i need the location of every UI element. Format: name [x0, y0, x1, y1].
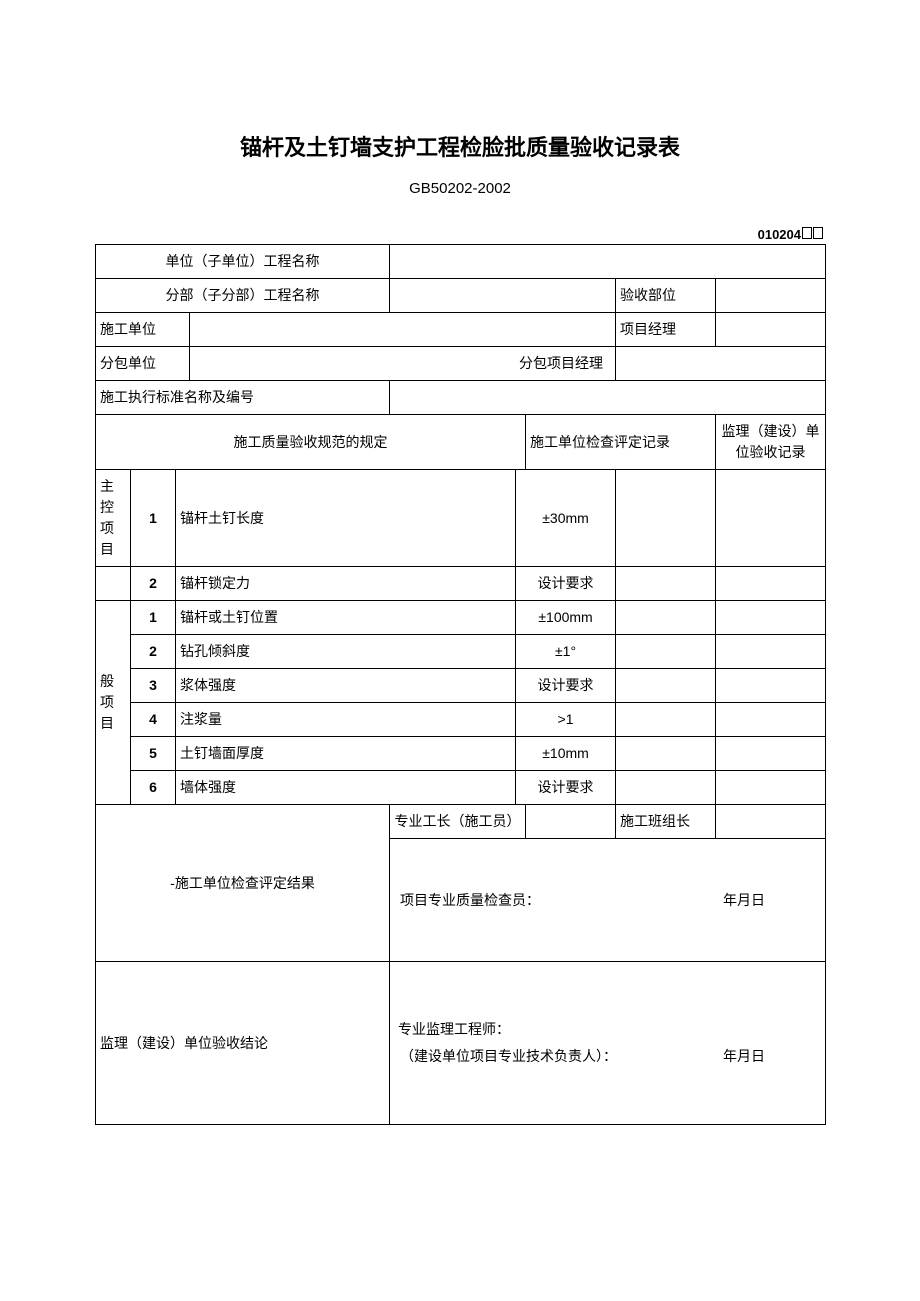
item-no: 4 [131, 703, 176, 737]
table-row: -施工单位检查评定结果 专业工长（施工员） 施工班组长 [96, 805, 826, 839]
table-row: 般 项目 1 锚杆或土钉位置 ±100mm [96, 601, 826, 635]
header-supervision-record: 监理（建设）单位验收记录 [716, 415, 826, 470]
table-row: 分包单位 分包项目经理 [96, 347, 826, 381]
field-supervision[interactable] [716, 567, 826, 601]
item-requirement: ±30mm [516, 470, 616, 567]
label-standard: 施工执行标准名称及编号 [96, 381, 390, 415]
group-general: 般 项目 [96, 601, 131, 805]
table-row: 施工单位 项目经理 [96, 313, 826, 347]
table-row: 6 墙体强度 设计要求 [96, 771, 826, 805]
item-no: 6 [131, 771, 176, 805]
header-spec: 施工质量验收规范的规定 [96, 415, 526, 470]
field-check[interactable] [616, 601, 716, 635]
item-requirement: >1 [516, 703, 616, 737]
label-sub-pm: 分包项目经理 [194, 353, 611, 374]
field-standard[interactable] [390, 381, 826, 415]
field-check[interactable] [616, 737, 716, 771]
item-name: 浆体强度 [176, 669, 516, 703]
label-unit-project: 单位（子单位）工程名称 [96, 245, 390, 279]
table-row: 主 控项目 1 锚杆土钉长度 ±30mm [96, 470, 826, 567]
label-supervision-conclusion: 监理（建设）单位验收结论 [96, 962, 390, 1125]
item-no: 3 [131, 669, 176, 703]
field-sub-pm[interactable] [616, 347, 826, 381]
label-foreman: 专业工长（施工员） [390, 805, 526, 839]
label-qc: 项目专业质量检查员： [400, 890, 540, 911]
item-requirement: ±10mm [516, 737, 616, 771]
page-subtitle: GB50202-2002 [95, 180, 825, 197]
label-sub-project: 分部（子分部）工程名称 [96, 279, 390, 313]
field-supervision[interactable] [716, 703, 826, 737]
table-row: 5 土钉墙面厚度 ±10mm [96, 737, 826, 771]
item-name: 钻孔倾斜度 [176, 635, 516, 669]
field-check[interactable] [616, 771, 716, 805]
field-supervision-conclusion[interactable]: 专业监理工程师： （建设单位项目专业技术负责人）： 年月日 [390, 962, 826, 1125]
label-pm: 项目经理 [616, 313, 716, 347]
item-no: 2 [131, 635, 176, 669]
field-supervision[interactable] [716, 601, 826, 635]
group-main-control: 主 控项目 [96, 470, 131, 567]
field-subcontractor[interactable]: 分包项目经理 [190, 347, 616, 381]
field-unit-project[interactable] [390, 245, 826, 279]
table-row: 2 钻孔倾斜度 ±1° [96, 635, 826, 669]
label-owner-tech: （建设单位项目专业技术负责人）： [400, 1046, 617, 1067]
item-requirement: 设计要求 [516, 771, 616, 805]
item-name: 锚杆锁定力 [176, 567, 516, 601]
field-sub-project[interactable] [390, 279, 616, 313]
code-number: 010204 [758, 227, 801, 242]
item-name: 注浆量 [176, 703, 516, 737]
table-row: 3 浆体强度 设计要求 [96, 669, 826, 703]
label-engineer: 专业监理工程师： [394, 1019, 821, 1040]
form-code: 010204 [95, 227, 825, 242]
checkbox-icon [813, 227, 823, 239]
label-date: 年月日 [723, 1046, 815, 1067]
table-row: 施工质量验收规范的规定 施工单位检查评定记录 监理（建设）单位验收记录 [96, 415, 826, 470]
field-check[interactable] [616, 635, 716, 669]
table-row: 2 锚杆锁定力 设计要求 [96, 567, 826, 601]
label-acceptance-part: 验收部位 [616, 279, 716, 313]
field-pm[interactable] [716, 313, 826, 347]
field-check[interactable] [616, 567, 716, 601]
group-empty [96, 567, 131, 601]
field-acceptance-part[interactable] [716, 279, 826, 313]
document-page: 锚杆及土钉墙支护工程检脸批质量验收记录表 GB50202-2002 010204… [0, 0, 920, 1205]
field-check[interactable] [616, 703, 716, 737]
item-no: 2 [131, 567, 176, 601]
item-requirement: 设计要求 [516, 567, 616, 601]
item-no: 5 [131, 737, 176, 771]
field-check[interactable] [616, 669, 716, 703]
field-contractor[interactable] [190, 313, 616, 347]
table-row: 监理（建设）单位验收结论 专业监理工程师： （建设单位项目专业技术负责人）： 年… [96, 962, 826, 1125]
field-team-leader[interactable] [716, 805, 826, 839]
item-name: 土钉墙面厚度 [176, 737, 516, 771]
field-supervision[interactable] [716, 771, 826, 805]
inspection-table: 单位（子单位）工程名称 分部（子分部）工程名称 验收部位 施工单位 项目经理 分… [95, 244, 826, 1125]
label-subcontractor: 分包单位 [96, 347, 190, 381]
label-contractor: 施工单位 [96, 313, 190, 347]
label-date: 年月日 [723, 890, 815, 911]
item-requirement: ±100mm [516, 601, 616, 635]
field-result[interactable]: 项目专业质量检查员： 年月日 [390, 839, 826, 962]
field-supervision[interactable] [716, 737, 826, 771]
label-team-leader: 施工班组长 [616, 805, 716, 839]
field-check[interactable] [616, 470, 716, 567]
item-requirement: 设计要求 [516, 669, 616, 703]
table-row: 单位（子单位）工程名称 [96, 245, 826, 279]
item-name: 锚杆或土钉位置 [176, 601, 516, 635]
item-name: 锚杆土钉长度 [176, 470, 516, 567]
item-requirement: ±1° [516, 635, 616, 669]
table-row: 分部（子分部）工程名称 验收部位 [96, 279, 826, 313]
table-row: 4 注浆量 >1 [96, 703, 826, 737]
item-name: 墙体强度 [176, 771, 516, 805]
field-supervision[interactable] [716, 470, 826, 567]
page-title: 锚杆及土钉墙支护工程检脸批质量验收记录表 [95, 130, 825, 162]
item-no: 1 [131, 470, 176, 567]
header-check-record: 施工单位检查评定记录 [526, 415, 716, 470]
table-row: 施工执行标准名称及编号 [96, 381, 826, 415]
checkbox-icon [802, 227, 812, 239]
label-result: -施工单位检查评定结果 [96, 805, 390, 962]
field-foreman[interactable] [526, 805, 616, 839]
field-supervision[interactable] [716, 669, 826, 703]
field-supervision[interactable] [716, 635, 826, 669]
item-no: 1 [131, 601, 176, 635]
